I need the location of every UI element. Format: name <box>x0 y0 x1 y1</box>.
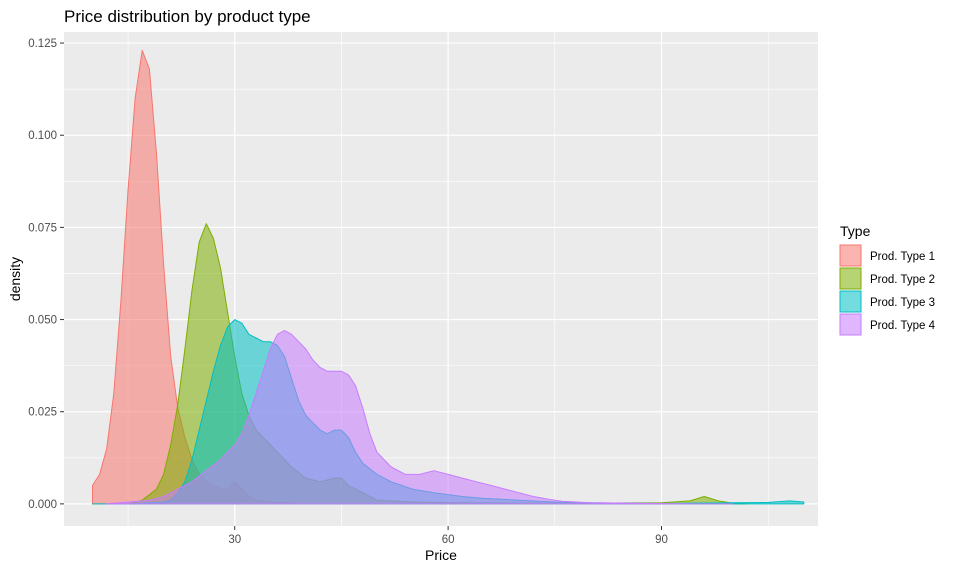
legend-items: Prod. Type 1 Prod. Type 2 Prod. Type 3 Prod… <box>839 244 936 336</box>
y-axis-label: density <box>7 257 23 301</box>
density-area-4 <box>106 330 734 505</box>
legend-swatch-1 <box>839 244 862 267</box>
x-tick-label-1: 60 <box>442 534 455 546</box>
density-areas <box>92 49 805 505</box>
legend-title: Type <box>840 223 871 239</box>
legend-label-2: Prod. Type 2 <box>870 274 935 286</box>
minor-gridlines <box>64 32 818 526</box>
y-tick-label-1: 0.025 <box>28 407 57 419</box>
x-tick-label-2: 90 <box>655 534 668 546</box>
legend-swatch-3 <box>839 290 862 313</box>
legend-label-3: Prod. Type 3 <box>870 297 935 309</box>
chart-title: Price distribution by product type <box>64 7 311 26</box>
y-tick-label-0: 0.000 <box>28 499 57 511</box>
x-tick-label-0: 30 <box>228 534 241 546</box>
legend-label-4: Prod. Type 4 <box>870 320 936 332</box>
y-tick-label-2: 0.050 <box>28 315 57 327</box>
legend-swatch-4 <box>839 313 862 336</box>
y-tick-label-4: 0.100 <box>28 130 57 142</box>
y-tick-label-3: 0.075 <box>28 222 57 234</box>
y-axis-ticks: 0.000 0.025 0.050 0.075 0.100 0.125 <box>28 38 64 511</box>
x-axis-label: Price <box>425 547 457 563</box>
legend-label-1: Prod. Type 1 <box>870 251 935 263</box>
y-tick-label-5: 0.125 <box>28 38 57 50</box>
legend-swatch-2 <box>839 267 862 290</box>
x-axis-ticks: 30 60 90 <box>228 526 668 546</box>
